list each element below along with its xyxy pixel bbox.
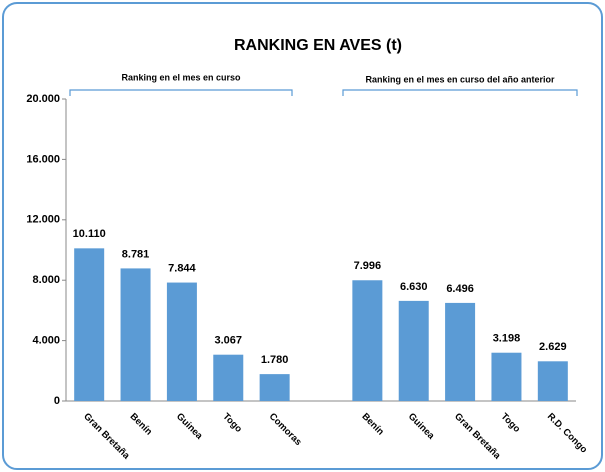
- chart-title: RANKING EN AVES (t): [234, 37, 402, 54]
- y-tick-label: 0: [54, 395, 60, 407]
- bar: [166, 282, 197, 401]
- value-label: 3.198: [493, 333, 521, 345]
- bar: [537, 361, 568, 401]
- y-tick-label: 16.000: [26, 153, 60, 165]
- value-label: 3.067: [215, 335, 243, 347]
- value-label: 6.630: [400, 281, 428, 293]
- bar: [445, 302, 476, 401]
- bar: [352, 280, 383, 401]
- bracket: [69, 89, 293, 96]
- y-tick-label: 12.000: [26, 214, 60, 226]
- bar: [259, 374, 290, 401]
- value-label: 2.629: [539, 341, 567, 353]
- value-label: 1.780: [261, 354, 289, 366]
- y-tick-label: 8.000: [32, 274, 60, 286]
- bar: [398, 300, 429, 401]
- bar: [120, 268, 151, 401]
- value-label: 7.996: [354, 260, 382, 272]
- bracket: [342, 89, 578, 96]
- annotation: Ranking en el mes en curso del año anter…: [365, 74, 555, 84]
- bar: [491, 352, 522, 401]
- value-label: 7.844: [168, 262, 196, 274]
- y-tick-label: 20.000: [26, 93, 60, 105]
- value-label: 10.110: [73, 228, 106, 240]
- bar: [213, 354, 244, 401]
- value-label: 6.496: [446, 283, 474, 295]
- value-label: 8.781: [122, 248, 150, 260]
- bar: [74, 248, 105, 401]
- annotation: Ranking en el mes en curso: [121, 72, 241, 82]
- y-tick-label: 4.000: [32, 335, 60, 347]
